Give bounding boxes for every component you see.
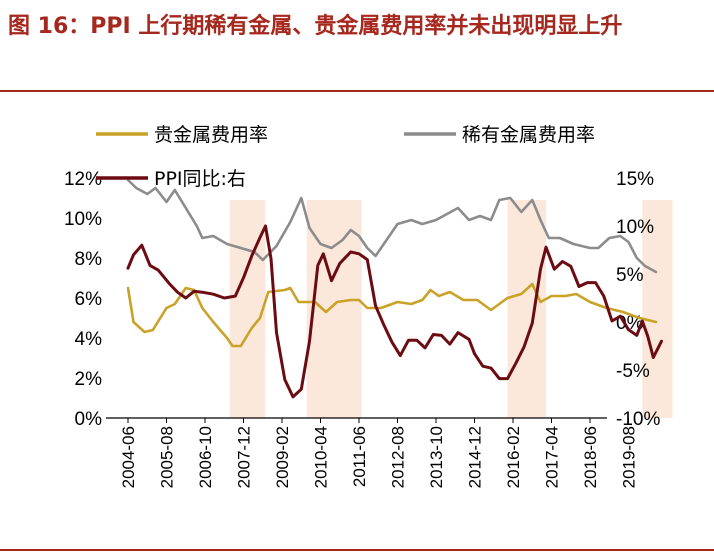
series-line-3: [126, 224, 663, 399]
legend-label-1: 贵金属费用率: [154, 124, 268, 146]
x-tick-label: 2017-04: [543, 426, 562, 488]
series-line-2: [126, 178, 658, 274]
left-tick-label: 10%: [64, 209, 102, 230]
x-tick-label: 2006-10: [196, 426, 215, 488]
legend: 贵金属费用率 稀有金属费用率 PPI同比:右: [96, 124, 595, 190]
shaded-period-1: [229, 200, 266, 418]
left-tick-label: 2%: [75, 369, 103, 390]
left-tick-label: 4%: [75, 329, 103, 350]
x-axis-ticks: 2004-06 2005-08 2006-10 2007-12 2009-02 2010-…: [119, 418, 639, 488]
x-tick-label: 2014-12: [466, 426, 485, 488]
x-tick-label: 2005-08: [158, 426, 177, 488]
legend-label-2: 稀有金属费用率: [462, 124, 595, 146]
x-tick-label: 2007-12: [235, 426, 254, 488]
right-tick-label: 5%: [616, 265, 644, 286]
footer-rule: [0, 549, 714, 551]
x-tick-label: 2009-02: [273, 426, 292, 488]
left-axis-ticks: 0% 2% 4% 6% 8% 10% 12%: [64, 169, 102, 430]
series-lines: [126, 178, 663, 399]
x-tick-label: 2018-06: [581, 426, 600, 488]
x-tick-label: 2012-08: [389, 426, 408, 488]
x-tick-label: 2004-06: [119, 426, 138, 488]
x-tick-label: 2013-10: [427, 426, 446, 488]
series-line-1: [126, 282, 658, 348]
right-tick-label: 10%: [616, 217, 654, 238]
left-tick-label: 8%: [75, 249, 103, 270]
shaded-period-4: [642, 200, 673, 418]
right-axis-ticks: -10%-5%0%5%10%15%: [616, 169, 660, 430]
left-tick-label: 0%: [75, 409, 103, 430]
title-rule: [0, 90, 714, 92]
x-tick-label: 2019-08: [620, 426, 639, 488]
chart-title: 图 16：PPI 上行期稀有金属、贵金属费用率并未出现明显上升: [8, 14, 623, 39]
x-tick-label: 2010-04: [312, 426, 331, 488]
shaded-period-3: [507, 200, 546, 418]
x-tick-label: 2011-06: [350, 426, 369, 487]
left-tick-label: 6%: [75, 289, 103, 310]
right-tick-label: -5%: [616, 361, 650, 382]
x-tick-label: 2016-02: [504, 426, 523, 488]
left-tick-label: 12%: [64, 169, 102, 190]
legend-label-3: PPI同比:右: [154, 168, 246, 190]
right-tick-label: 15%: [616, 169, 654, 190]
right-tick-label: -10%: [616, 409, 660, 430]
